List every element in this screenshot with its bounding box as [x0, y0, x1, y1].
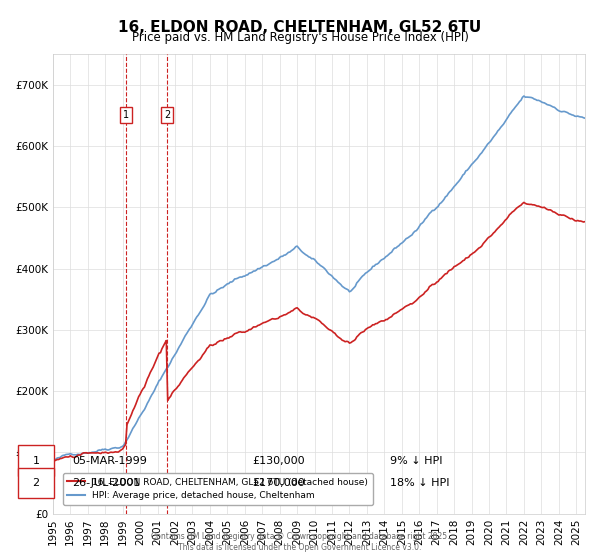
Text: 2: 2 [32, 478, 40, 488]
Text: 9% ↓ HPI: 9% ↓ HPI [390, 456, 443, 466]
Text: 1: 1 [122, 110, 128, 120]
Text: 2: 2 [164, 110, 170, 120]
Text: 05-MAR-1999: 05-MAR-1999 [72, 456, 147, 466]
Text: 16, ELDON ROAD, CHELTENHAM, GL52 6TU: 16, ELDON ROAD, CHELTENHAM, GL52 6TU [118, 20, 482, 35]
Legend: 16, ELDON ROAD, CHELTENHAM, GL52 6TU (detached house), HPI: Average price, detac: 16, ELDON ROAD, CHELTENHAM, GL52 6TU (de… [62, 473, 373, 505]
Text: 1: 1 [32, 456, 40, 466]
Text: Price paid vs. HM Land Registry's House Price Index (HPI): Price paid vs. HM Land Registry's House … [131, 31, 469, 44]
Text: Contains HM Land Registry data © Crown copyright and database right 2025.
This d: Contains HM Land Registry data © Crown c… [151, 532, 449, 552]
Text: £130,000: £130,000 [252, 456, 305, 466]
Text: 26-JUL-2001: 26-JUL-2001 [72, 478, 140, 488]
Text: 18% ↓ HPI: 18% ↓ HPI [390, 478, 449, 488]
Text: £170,000: £170,000 [252, 478, 305, 488]
